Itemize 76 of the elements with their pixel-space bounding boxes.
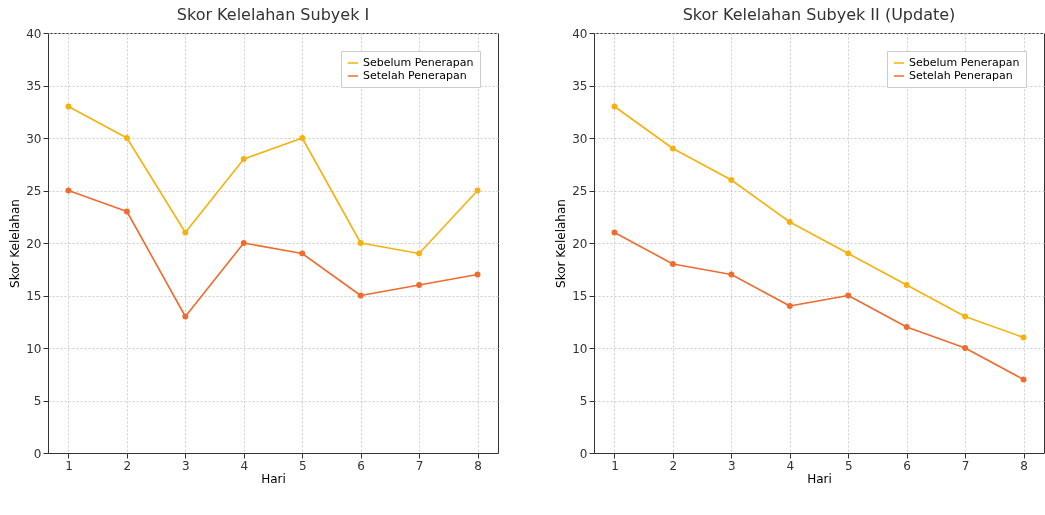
y-tick-label: 30 <box>26 131 42 146</box>
y-axis-title: Skor Kelelahan <box>554 199 569 288</box>
point <box>611 229 618 236</box>
x-tick-label: 1 <box>65 458 73 473</box>
y-tick-label: 40 <box>572 26 588 41</box>
point <box>240 240 247 246</box>
point <box>669 261 676 267</box>
point <box>474 187 481 194</box>
y-tick-label: 25 <box>572 184 588 198</box>
x-tick-label: 6 <box>903 458 911 473</box>
y-tick-label: 20 <box>26 236 42 251</box>
point <box>299 135 306 141</box>
y-tick-label: 15 <box>572 289 588 303</box>
legend-label: Setelah Penerapan <box>363 69 467 82</box>
y-tick-label: 40 <box>26 26 42 41</box>
y-tick-label: 25 <box>26 184 42 198</box>
point <box>611 103 618 110</box>
point <box>728 177 735 183</box>
x-tick-label: 1 <box>611 458 619 473</box>
chart-title: Skor Kelelahan Subyek I <box>176 5 370 24</box>
x-tick-label: 4 <box>240 458 249 473</box>
x-tick-label: 2 <box>123 458 132 473</box>
x-tick-label: 8 <box>474 458 482 473</box>
legend-label: Setelah Penerapan <box>909 69 1013 82</box>
x-tick-label: 5 <box>298 458 307 473</box>
x-axis-title: Hari <box>261 471 286 486</box>
point <box>123 208 130 215</box>
point <box>65 103 72 110</box>
point <box>299 250 306 257</box>
point <box>669 145 676 152</box>
point <box>1020 334 1027 341</box>
point <box>357 240 364 246</box>
point <box>728 271 735 278</box>
y-tick-label: 30 <box>572 131 588 146</box>
legend-label: Sebelum Penerapan <box>363 56 474 69</box>
point <box>845 292 852 299</box>
point <box>416 282 423 288</box>
x-tick-label: 4 <box>786 458 795 473</box>
point <box>416 250 423 257</box>
point <box>786 219 793 225</box>
legend-label: Sebelum Penerapan <box>909 56 1020 69</box>
y-tick-label: 35 <box>572 79 588 93</box>
point <box>182 313 189 320</box>
y-tick-label: 10 <box>572 341 588 356</box>
x-tick-label: 7 <box>961 458 970 473</box>
point <box>182 229 189 236</box>
point <box>962 345 969 351</box>
point <box>240 156 247 162</box>
point <box>845 250 852 257</box>
point <box>903 324 910 330</box>
y-tick-label: 0 <box>33 446 42 461</box>
point <box>474 271 481 278</box>
point <box>903 282 910 288</box>
x-tick-label: 8 <box>1020 458 1028 473</box>
y-tick-label: 35 <box>26 79 42 93</box>
y-tick-label: 0 <box>579 446 588 461</box>
x-tick-label: 7 <box>415 458 424 473</box>
point <box>123 135 130 141</box>
y-tick-label: 15 <box>26 289 42 303</box>
y-axis-title: Skor Kelelahan <box>8 199 23 288</box>
point <box>1020 376 1027 383</box>
point <box>357 292 364 299</box>
point <box>786 303 793 309</box>
x-tick-label: 5 <box>844 458 853 473</box>
point <box>962 313 969 320</box>
y-tick-label: 10 <box>26 341 42 356</box>
x-tick-label: 2 <box>669 458 678 473</box>
x-tick-label: 3 <box>182 458 190 473</box>
point <box>65 187 72 194</box>
y-tick-label: 5 <box>579 394 588 408</box>
y-tick-label: 20 <box>572 236 588 251</box>
chart-title: Skor Kelelahan Subyek II (Update) <box>682 5 956 24</box>
x-tick-label: 6 <box>357 458 365 473</box>
x-axis-title: Hari <box>807 471 832 486</box>
x-tick-label: 3 <box>728 458 736 473</box>
y-tick-label: 5 <box>33 394 42 408</box>
